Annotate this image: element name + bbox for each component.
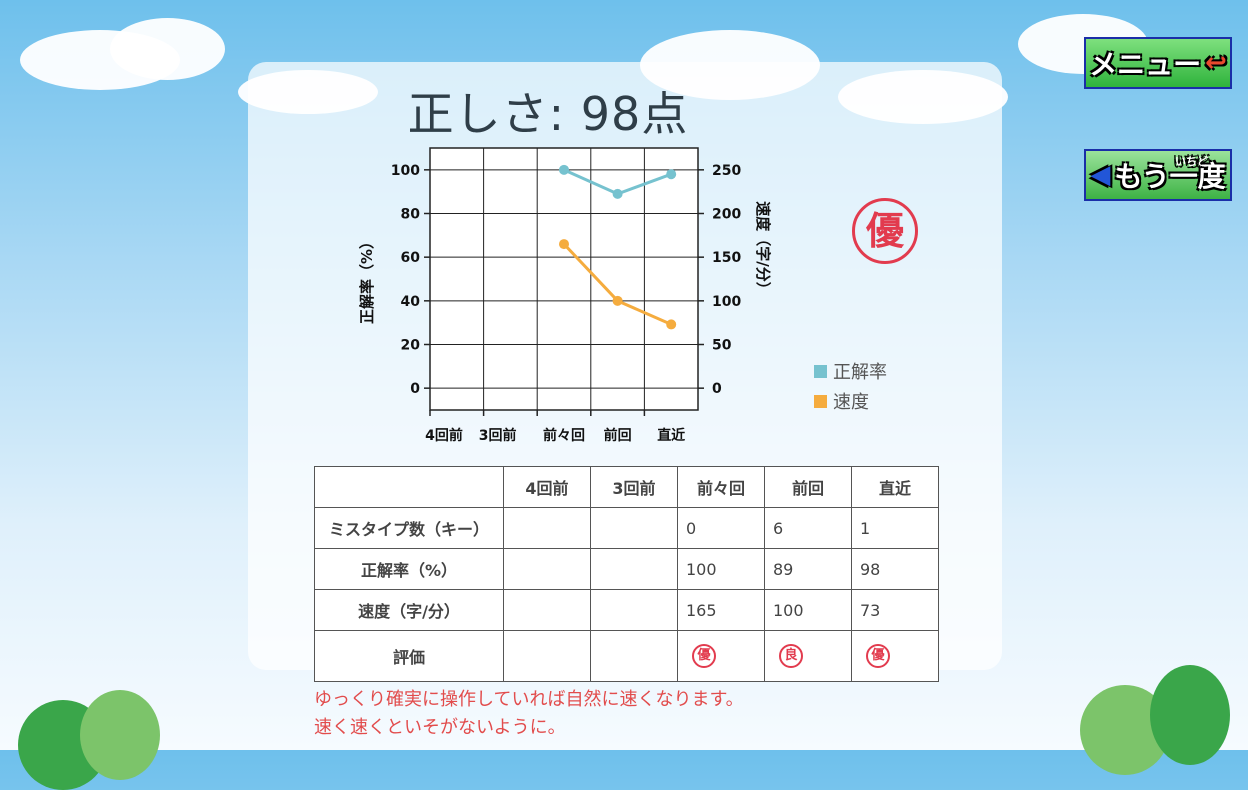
y-tick-label-left: 80 bbox=[401, 207, 421, 223]
table-header-cell bbox=[314, 466, 504, 508]
row-label-rating: 評価 bbox=[314, 630, 504, 682]
y-tick-label-right: 150 bbox=[712, 250, 741, 266]
legend-label-speed: 速度 bbox=[833, 392, 869, 413]
table-cell: 0 bbox=[677, 507, 765, 549]
x-tick-label: 3回前 bbox=[479, 427, 517, 444]
row-label-accuracy: 正解率（%） bbox=[314, 548, 504, 590]
table-cell: 100 bbox=[677, 548, 765, 590]
y-tick-label-left: 0 bbox=[410, 381, 420, 397]
y-tick-label-right: 200 bbox=[712, 207, 741, 223]
data-point-0 bbox=[612, 188, 623, 199]
y-axis-label-left: 正解率（%） bbox=[358, 234, 376, 324]
table-header-cell: 前々回 bbox=[677, 466, 765, 508]
rating-seal: 優 bbox=[852, 198, 918, 264]
table-cell bbox=[503, 548, 591, 590]
y-tick-label-left: 60 bbox=[401, 250, 421, 266]
table-cell: 98 bbox=[851, 548, 939, 590]
table-cell: 73 bbox=[851, 589, 939, 631]
rating-seal-small: 優 bbox=[692, 644, 716, 668]
data-point-1 bbox=[559, 239, 569, 250]
table-cell bbox=[590, 548, 678, 590]
data-point-0 bbox=[666, 169, 677, 180]
legend-item-accuracy: 正解率 bbox=[814, 356, 887, 386]
y-tick-label-left: 20 bbox=[401, 338, 421, 354]
data-point-0 bbox=[559, 164, 569, 175]
tree-decoration bbox=[80, 690, 160, 780]
y-tick-label-right: 250 bbox=[712, 163, 741, 179]
y-tick-label-left: 40 bbox=[401, 294, 421, 310]
left-arrow-icon: ◀ bbox=[1090, 160, 1111, 190]
retry-button-ruby: いちど bbox=[1175, 155, 1208, 168]
row-label-speed: 速度（字/分） bbox=[314, 589, 504, 631]
menu-button-label: メニュー bbox=[1089, 48, 1202, 81]
table-row: ミスタイプ数（キー） 0 6 1 bbox=[314, 507, 939, 549]
advice-line-2: 速く速くといそがないように。 bbox=[314, 717, 566, 738]
rating-seal-small: 優 bbox=[866, 644, 890, 668]
table-row: 正解率（%） 100 89 98 bbox=[314, 548, 939, 590]
menu-button[interactable]: メニュー ↩ bbox=[1084, 37, 1232, 89]
y-tick-label-right: 50 bbox=[712, 338, 732, 354]
y-tick-label-left: 100 bbox=[391, 163, 420, 179]
table-cell: 優 bbox=[851, 630, 939, 682]
table-header-cell: 4回前 bbox=[503, 466, 591, 508]
results-chart: 0 20 40 60 80 100 0 50 100 150 200 250 4回前 3回前 前々回 前回 直近… bbox=[358, 147, 772, 444]
table-header-row: 4回前 3回前 前々回 前回 直近 bbox=[314, 466, 939, 508]
table-cell bbox=[590, 630, 678, 682]
advice-message: ゆっくり確実に操作していれば自然に速くなります。 速く速くといそがないように。 bbox=[314, 686, 744, 742]
table-cell bbox=[590, 589, 678, 631]
table-cell: 89 bbox=[764, 548, 852, 590]
retry-button[interactable]: ◀ もう一度 いちど bbox=[1084, 149, 1232, 201]
table-cell: 優 bbox=[677, 630, 765, 682]
return-arrow-icon: ↩ bbox=[1205, 48, 1227, 78]
table-cell bbox=[590, 507, 678, 549]
results-table: 4回前 3回前 前々回 前回 直近 ミスタイプ数（キー） 0 6 1 正解率（%… bbox=[314, 466, 939, 682]
rating-seal-small: 良 bbox=[779, 644, 803, 668]
x-tick-label: 前々回 bbox=[543, 427, 585, 444]
table-cell: 6 bbox=[764, 507, 852, 549]
legend-swatch-speed bbox=[814, 394, 827, 408]
table-cell bbox=[503, 630, 591, 682]
table-header-cell: 前回 bbox=[764, 466, 852, 508]
advice-line-1: ゆっくり確実に操作していれば自然に速くなります。 bbox=[314, 689, 744, 710]
row-label-misstype: ミスタイプ数（キー） bbox=[314, 507, 504, 549]
y-tick-label-right: 100 bbox=[712, 294, 741, 310]
y-axis-label-right: 速度（字/分） bbox=[754, 201, 772, 296]
x-tick-label: 4回前 bbox=[425, 427, 463, 444]
x-tick-label: 直近 bbox=[657, 427, 685, 444]
table-header-cell: 3回前 bbox=[590, 466, 678, 508]
data-point-1 bbox=[612, 295, 623, 306]
table-cell: 1 bbox=[851, 507, 939, 549]
table-header-cell: 直近 bbox=[851, 466, 939, 508]
tree-decoration bbox=[1150, 665, 1230, 765]
y-tick-label-right: 0 bbox=[712, 381, 722, 397]
legend-item-speed: 速度 bbox=[814, 386, 887, 416]
page-title: 正しさ: 98点 bbox=[407, 87, 689, 141]
table-cell: 良 bbox=[764, 630, 852, 682]
plot-area bbox=[429, 147, 699, 411]
table-row-rating: 評価 優 良 優 bbox=[314, 630, 939, 682]
table-cell: 165 bbox=[677, 589, 765, 631]
chart-legend: 正解率 速度 bbox=[814, 356, 887, 416]
data-point-1 bbox=[666, 319, 677, 330]
x-tick-label: 前回 bbox=[604, 427, 632, 444]
table-cell bbox=[503, 507, 591, 549]
table-cell bbox=[503, 589, 591, 631]
table-row: 速度（字/分） 165 100 73 bbox=[314, 589, 939, 631]
legend-swatch-accuracy bbox=[814, 364, 827, 378]
table-cell: 100 bbox=[764, 589, 852, 631]
cloud bbox=[110, 18, 225, 80]
legend-label-accuracy: 正解率 bbox=[833, 362, 887, 383]
retry-button-label: もう一度 bbox=[1114, 160, 1226, 193]
